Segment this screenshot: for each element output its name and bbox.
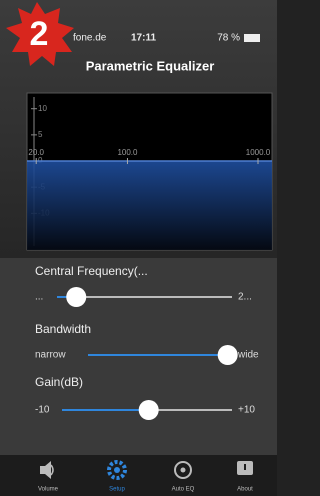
slider-max-label: wide <box>237 350 259 361</box>
carrier: fone.de <box>73 33 107 44</box>
tab-label[interactable]: Auto EQ <box>172 487 195 493</box>
page: fone.de 17:11 78 % Parametric Equalizer … <box>0 0 277 496</box>
x-tick-label: 100.0 <box>117 148 138 157</box>
title: Parametric Equalizer <box>86 58 215 73</box>
tab-icon[interactable] <box>237 461 253 475</box>
y-tick-label: 5 <box>38 130 43 139</box>
slider-min-label: narrow <box>35 350 66 361</box>
curve-fill <box>27 161 272 250</box>
slider-min-label: -10 <box>35 405 50 416</box>
slider-min-label: ... <box>35 292 43 303</box>
slider-max-label: 2... <box>238 292 252 303</box>
battery: 78 % <box>217 33 240 44</box>
x-tick-label: 1000.0 <box>246 148 271 157</box>
gear-hub <box>114 467 120 473</box>
slider-label: Bandwidth <box>35 322 91 336</box>
tab-label[interactable]: About <box>237 487 253 493</box>
about-mark <box>244 464 246 470</box>
x-tick-label: 20.0 <box>28 148 44 157</box>
tab-label[interactable]: Volume <box>38 487 59 493</box>
slider-label: Gain(dB) <box>35 375 83 389</box>
slider-knob[interactable] <box>218 345 238 365</box>
slider-knob[interactable] <box>139 400 159 420</box>
tab-label[interactable]: Setup <box>109 487 125 493</box>
badge: 2 <box>30 15 49 53</box>
time: 17:11 <box>131 33 156 44</box>
battery-icon <box>244 34 260 42</box>
slider-label: Central Frequency(... <box>35 264 148 278</box>
screen: fone.de 17:11 78 % Parametric Equalizer … <box>0 0 277 496</box>
slider-knob[interactable] <box>66 287 86 307</box>
refresh-dot <box>181 468 186 473</box>
slider-max-label: +10 <box>238 405 255 416</box>
y-tick-label: 10 <box>38 104 47 113</box>
